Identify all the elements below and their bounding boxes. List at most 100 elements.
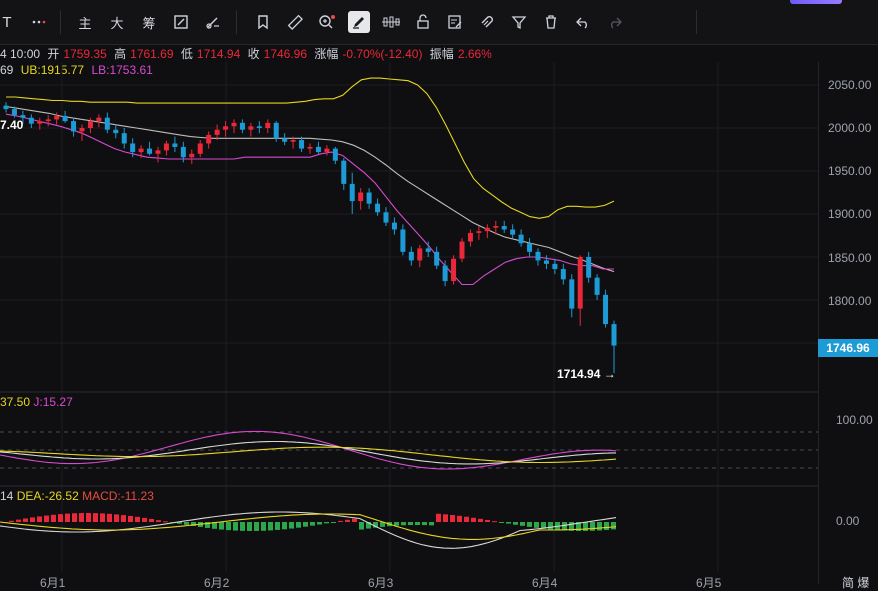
macd-bar	[163, 521, 168, 523]
zoom-in-icon[interactable]	[316, 0, 338, 44]
macd-bar	[338, 520, 343, 522]
macd-bar	[240, 522, 245, 531]
date-label: 6月2	[204, 576, 230, 590]
macd-bar	[30, 517, 35, 522]
candle-body	[603, 294, 609, 325]
upper-band-line	[6, 77, 615, 219]
draw-rect-icon[interactable]	[170, 0, 192, 44]
trash-icon[interactable]	[540, 0, 562, 44]
macd-bar	[184, 522, 189, 525]
macd-bar	[149, 518, 154, 522]
main-indicator-button[interactable]: 主	[78, 15, 92, 31]
ruler-icon[interactable]	[284, 0, 306, 44]
candle-body	[265, 122, 271, 128]
macd-bar	[23, 518, 28, 522]
account-tab-indicator[interactable]	[790, 0, 842, 4]
boll-info: 69 UB:1915.77 LB:1753.61	[0, 63, 157, 81]
corner-label[interactable]: 简 爆	[842, 576, 870, 590]
macd-bar	[366, 522, 371, 529]
mid-band-line	[5, 105, 615, 273]
candle-body	[315, 146, 321, 153]
draw-tool-icon[interactable]	[202, 0, 224, 44]
candle-body	[104, 117, 110, 130]
bookmark-icon[interactable]	[252, 0, 274, 44]
candle-body	[366, 192, 372, 204]
current-price-tag: 1746.96	[818, 339, 878, 357]
candle-body	[239, 122, 245, 130]
candle-body	[71, 121, 77, 132]
chip-distribution-button[interactable]: 筹	[142, 15, 156, 31]
macd-bar	[303, 522, 308, 527]
kdj-info: 37.50 J:15.27	[0, 395, 73, 409]
candle-body	[299, 140, 305, 149]
magnet-icon[interactable]	[476, 0, 498, 44]
candle-body	[569, 279, 575, 309]
candle-body	[163, 143, 169, 151]
macd-bar	[590, 522, 595, 531]
macd-bar	[324, 522, 329, 524]
candle-body	[189, 153, 195, 158]
macd-bar	[422, 522, 427, 526]
large-button[interactable]: 大	[110, 15, 124, 31]
candle-body	[206, 134, 212, 144]
undo-icon[interactable]	[572, 0, 594, 44]
macd-bar	[156, 520, 161, 522]
macd-bar	[135, 516, 140, 522]
candle-body	[231, 122, 237, 127]
macd-bar	[576, 522, 581, 531]
candle-body	[358, 192, 364, 202]
filter-icon[interactable]	[508, 0, 530, 44]
close-value: 1746.96	[263, 47, 308, 61]
macd-bar	[275, 522, 280, 530]
candle-body	[172, 143, 178, 147]
price-tick: 1950.00	[828, 164, 872, 178]
ohlc-info: 4 10:00 开 1759.35 高 1761.69 低 1714.94 收 1746…	[0, 45, 496, 63]
candle-body	[307, 146, 313, 149]
macd-bar	[51, 514, 56, 522]
macd-bar	[65, 513, 70, 522]
candlestick-chart[interactable]	[0, 0, 818, 585]
candle-body	[79, 128, 85, 132]
candle-body	[560, 269, 566, 280]
candle-body	[324, 148, 330, 153]
macd-bar	[450, 514, 455, 522]
candle-body	[3, 105, 9, 110]
macd-bar	[72, 513, 77, 522]
edit-note-icon[interactable]	[444, 0, 466, 44]
boll-lb: LB:1753.61	[91, 63, 153, 77]
candle-body	[341, 160, 347, 184]
macd-bar	[506, 522, 511, 524]
macd-bar	[401, 522, 406, 526]
candle-body	[400, 229, 406, 252]
macd-bar	[478, 518, 483, 522]
unlock-icon[interactable]	[412, 0, 434, 44]
candle-body	[611, 324, 617, 346]
macd-bar	[583, 522, 588, 531]
macd-bar	[464, 516, 469, 522]
candle-body	[290, 140, 296, 142]
candle-body	[467, 232, 473, 242]
price-axis[interactable]	[818, 62, 878, 584]
candle-body	[586, 257, 592, 278]
macd-dea-line	[0, 513, 617, 540]
macd-bar	[331, 522, 336, 523]
macd-bar	[534, 522, 539, 528]
macd-bar	[177, 522, 182, 524]
macd-bar	[499, 522, 504, 523]
kdj-j: J:15.27	[33, 395, 73, 409]
redo-icon[interactable]	[604, 0, 626, 44]
candle-body	[11, 109, 17, 116]
pen-icon[interactable]	[348, 0, 370, 44]
candle-body	[282, 138, 288, 142]
amplitude-label: 振幅	[429, 47, 454, 61]
more-icon[interactable]	[28, 0, 50, 44]
price-tick: 1850.00	[828, 251, 872, 265]
change-label: 涨幅	[314, 47, 339, 61]
kdj-axis-label: 100.00	[836, 413, 873, 427]
candles-icon[interactable]	[380, 0, 402, 44]
candle-body	[180, 146, 186, 158]
candle-body	[383, 212, 389, 223]
ohlc-time: 4 10:00	[0, 47, 41, 61]
candle-body	[459, 241, 465, 259]
candle-body	[451, 258, 457, 282]
